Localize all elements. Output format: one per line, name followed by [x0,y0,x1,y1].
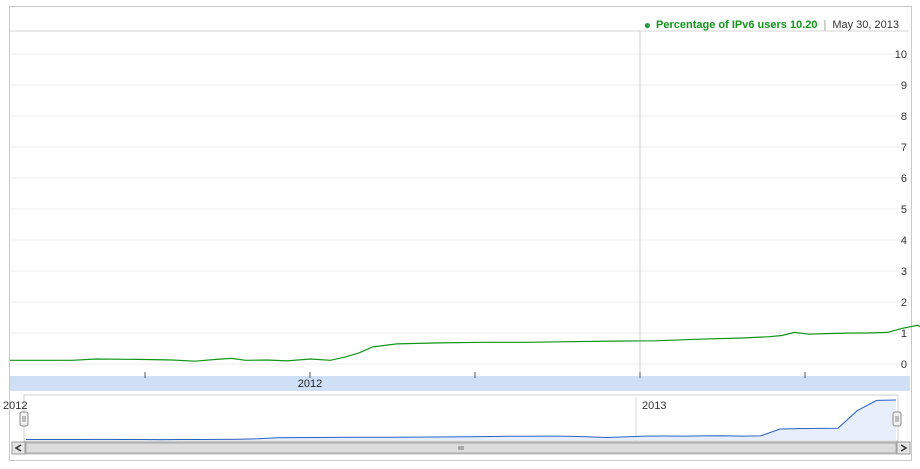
navigator[interactable]: 2012 2013 [3,394,902,442]
series-line [10,324,920,362]
series-layer [10,324,920,362]
legend-series-label: Percentage of IPv6 users [656,19,787,31]
legend-separator: | [823,19,827,31]
y-axis-labels: 0 1 2 3 4 5 6 7 8 9 10 [895,49,907,371]
y-tick-label: 3 [901,266,907,278]
scrollbar[interactable] [11,441,911,455]
legend-series: Percentage of IPv6 users 10.20 [656,19,817,31]
y-tick-label: 1 [901,328,907,340]
scrollbar-grip-icon [458,446,464,450]
scroll-left-button[interactable] [11,441,26,455]
legend-current-value: 10.20 [789,19,818,31]
y-tick-label: 5 [901,204,907,216]
navigator-background [23,394,899,442]
y-tick-label: 8 [901,111,907,123]
navigator-area [26,400,896,440]
y-tick-label: 2 [901,297,907,309]
navigator-label-2012: 2012 [3,400,27,412]
x-axis-band [10,376,910,391]
navigator-line [26,399,897,441]
navigator-right-handle[interactable] [892,411,902,427]
x-axis-labels: 2012 [144,372,806,390]
navigator-left-handle[interactable] [19,411,29,427]
chevron-left-icon [14,444,22,452]
legend: ● Percentage of IPv6 users 10.20 | May 3… [644,18,899,32]
y-tick-label: 4 [901,235,907,247]
series-dot-icon: ● [643,18,652,32]
y-tick-label: 6 [901,173,907,185]
grid-layer [10,30,909,375]
y-tick-label: 7 [901,142,907,154]
y-tick-label: 10 [895,49,907,61]
navigator-label-2013: 2013 [642,400,666,412]
y-tick-label: 9 [901,80,907,92]
x-tick-label: 2012 [298,378,322,390]
y-tick-label: 0 [901,359,907,371]
legend-date: May 30, 2013 [832,19,899,31]
scroll-right-button[interactable] [896,441,911,455]
chevron-right-icon [900,444,908,452]
